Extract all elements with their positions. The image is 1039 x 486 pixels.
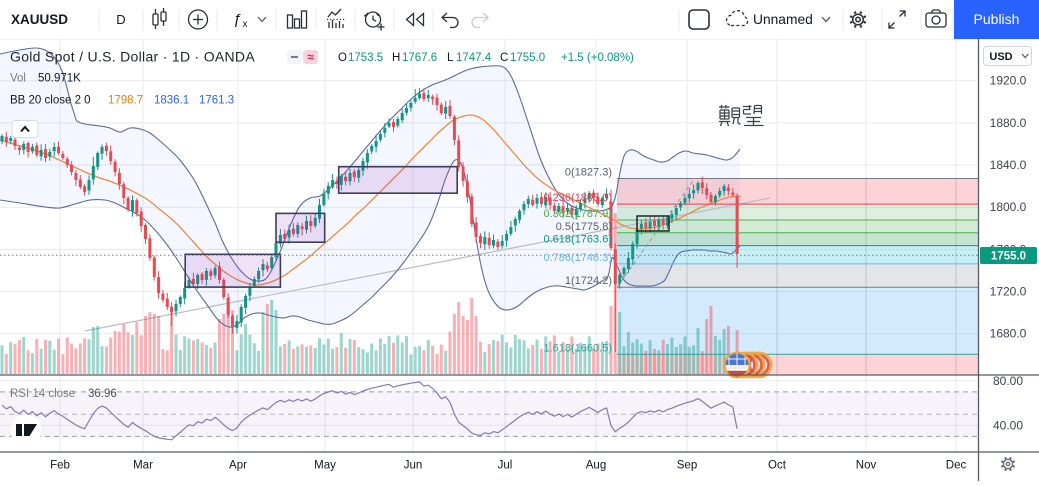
svg-text:≈: ≈ [307, 50, 314, 64]
svg-text:O: O [338, 52, 347, 64]
svg-text:USD: USD [989, 51, 1012, 63]
svg-text:Oct: Oct [768, 460, 787, 472]
svg-text:1798.7: 1798.7 [108, 95, 143, 107]
svg-text:Gold Spot / U.S. Dollar · 1D ·: Gold Spot / U.S. Dollar · 1D · OANDA [10, 49, 255, 65]
svg-text:XAUUSD: XAUUSD [11, 12, 68, 27]
svg-text:ƒ: ƒ [233, 11, 241, 28]
svg-text:1836.1: 1836.1 [154, 95, 189, 107]
svg-text:RSI 14 close: RSI 14 close [10, 388, 75, 400]
svg-text:1755.0: 1755.0 [991, 251, 1026, 263]
svg-text:1(1724.2): 1(1724.2) [565, 275, 612, 287]
svg-text:0.618(1763.6): 0.618(1763.6) [544, 234, 613, 246]
svg-text:Dec: Dec [946, 460, 967, 472]
svg-text:1720.0: 1720.0 [990, 285, 1027, 299]
svg-text:L: L [447, 52, 454, 64]
svg-text:1753.5: 1753.5 [348, 52, 383, 64]
svg-text:40.00: 40.00 [993, 418, 1023, 432]
svg-text:Sep: Sep [677, 460, 697, 472]
svg-text:1.618(1660.5): 1.618(1660.5) [544, 342, 613, 354]
svg-text:Feb: Feb [50, 460, 70, 472]
svg-text:May: May [314, 460, 336, 472]
svg-text:0.5(1775.8): 0.5(1775.8) [556, 221, 612, 233]
svg-text:C: C [500, 52, 508, 64]
svg-text:0.382(1787.9): 0.382(1787.9) [544, 208, 613, 220]
svg-text:Vol: Vol [10, 73, 26, 85]
svg-text:D: D [116, 12, 125, 27]
svg-text:50.971K: 50.971K [38, 73, 81, 85]
svg-text:Nov: Nov [856, 460, 877, 472]
svg-text:Jul: Jul [498, 460, 513, 472]
svg-text:1800.0: 1800.0 [990, 200, 1027, 214]
svg-text:1761.3: 1761.3 [199, 95, 234, 107]
svg-text:+1.5 (+0.08%): +1.5 (+0.08%) [561, 52, 634, 64]
svg-text:1747.4: 1747.4 [456, 52, 492, 64]
svg-text:80.00: 80.00 [993, 374, 1023, 388]
svg-text:Aug: Aug [586, 460, 606, 472]
svg-text:1840.0: 1840.0 [990, 158, 1027, 172]
svg-text:x: x [243, 19, 248, 30]
svg-text:0(1827.3): 0(1827.3) [565, 167, 612, 179]
svg-text:1680.0: 1680.0 [990, 327, 1027, 341]
svg-text:1880.0: 1880.0 [990, 116, 1027, 130]
svg-text:Apr: Apr [229, 460, 247, 472]
svg-text:0.236(1803.0): 0.236(1803.0) [544, 192, 613, 204]
svg-text:36.96: 36.96 [88, 388, 117, 400]
svg-text:1767.6: 1767.6 [402, 52, 437, 64]
svg-text:Jun: Jun [404, 460, 423, 472]
svg-text:Publish: Publish [974, 11, 1020, 27]
svg-text:BB 20 close 2 0: BB 20 close 2 0 [10, 95, 91, 107]
svg-text:1755.0: 1755.0 [510, 52, 545, 64]
svg-text:Mar: Mar [133, 460, 153, 472]
svg-text:0.786(1746.3): 0.786(1746.3) [544, 252, 613, 264]
svg-text:H: H [392, 52, 400, 64]
svg-text:Unnamed: Unnamed [753, 12, 813, 27]
svg-text:1920.0: 1920.0 [990, 74, 1027, 88]
